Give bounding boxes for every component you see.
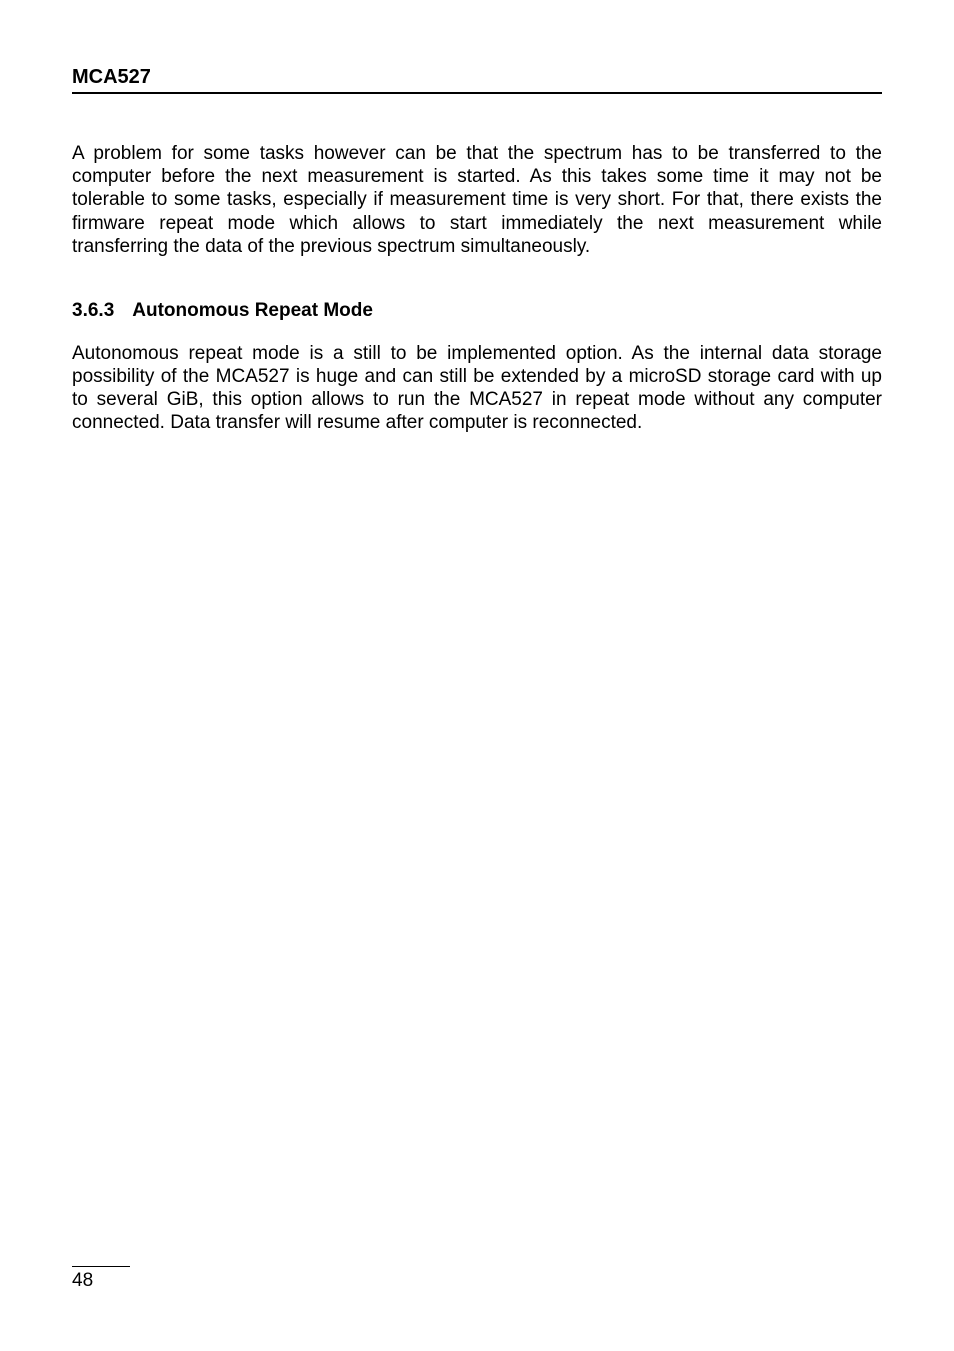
- section-heading: 3.6.3 Autonomous Repeat Mode: [72, 300, 882, 322]
- paragraph-intro: A problem for some tasks however can be …: [72, 142, 882, 258]
- document-page: MCA527 A problem for some tasks however …: [0, 0, 954, 1351]
- paragraph-section-body: Autonomous repeat mode is a still to be …: [72, 342, 882, 435]
- page-footer: 48: [72, 1266, 130, 1292]
- page-number: 48: [72, 1266, 130, 1292]
- section-number: 3.6.3: [72, 300, 114, 322]
- page-header-title: MCA527: [72, 66, 882, 94]
- section-title: Autonomous Repeat Mode: [132, 300, 373, 321]
